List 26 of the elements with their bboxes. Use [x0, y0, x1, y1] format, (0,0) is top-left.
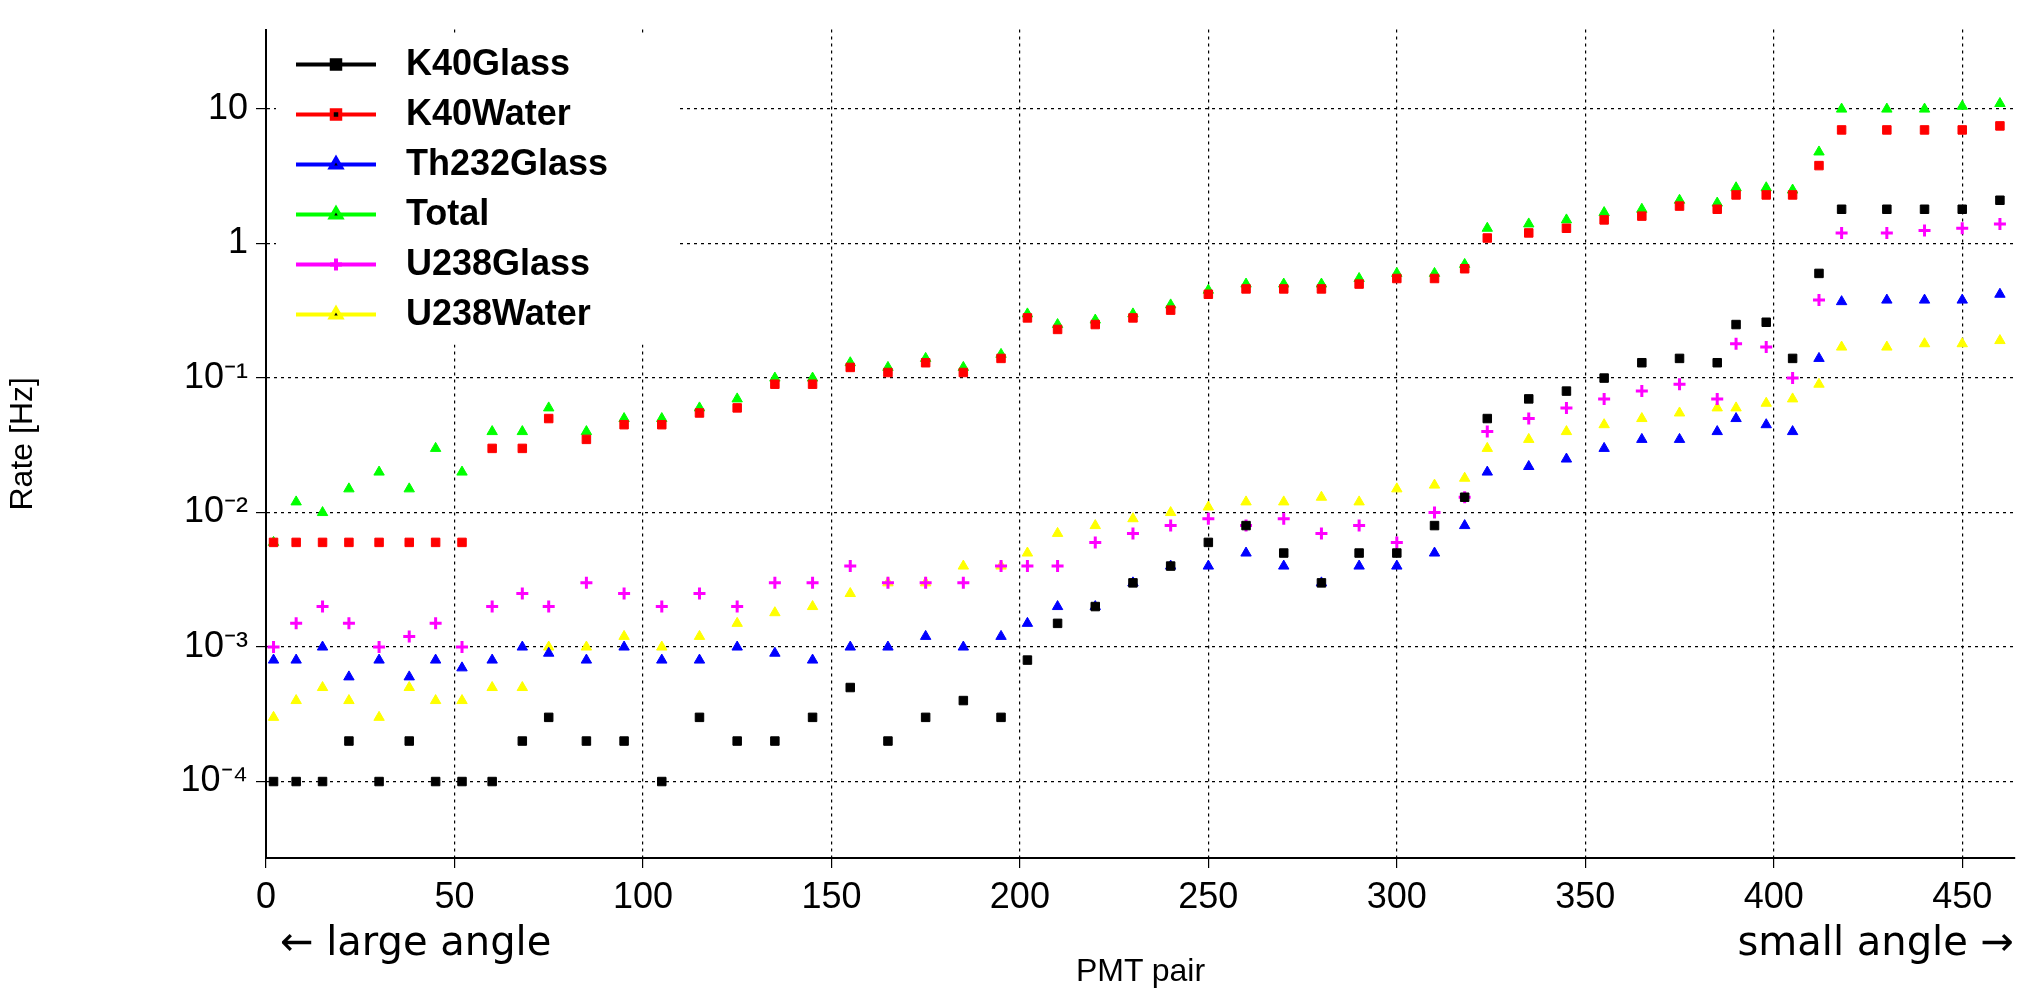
- y-tick-label: 10⁻¹: [183, 354, 249, 396]
- y-tick-label: 1: [227, 220, 248, 262]
- y-axis-title: Rate [Hz]: [3, 377, 40, 511]
- legend-label: Th232Glass: [406, 141, 609, 183]
- legend-label: U238Water: [406, 291, 591, 333]
- x-tick-label: 450: [1932, 874, 1993, 916]
- text: small angle →: [1737, 918, 2014, 964]
- legend-label: U238Glass: [406, 241, 591, 283]
- legend-label: Total: [406, 191, 490, 233]
- y-tick-label: 10⁻⁴: [180, 758, 248, 800]
- x-tick-label: 300: [1366, 874, 1427, 916]
- y-tick-label: 10⁻³: [183, 623, 249, 665]
- text: ← large angle: [280, 918, 552, 964]
- legend-label: K40Glass: [406, 41, 571, 83]
- x-tick-label: 350: [1555, 874, 1616, 916]
- y-tick-label: 10⁻²: [183, 489, 249, 531]
- x-tick-label: 50: [434, 874, 475, 916]
- x-tick-label: 100: [612, 874, 673, 916]
- x-axis-title: PMT pair: [1075, 951, 1206, 988]
- y-tick-label: 10: [207, 86, 248, 128]
- x-tick-label: 150: [801, 874, 862, 916]
- x-tick-label: 0: [255, 874, 277, 916]
- legend-label: K40Water: [406, 91, 571, 133]
- x-tick-label: 200: [989, 874, 1050, 916]
- x-tick-label: 250: [1178, 874, 1239, 916]
- x-tick-label: 400: [1743, 874, 1804, 916]
